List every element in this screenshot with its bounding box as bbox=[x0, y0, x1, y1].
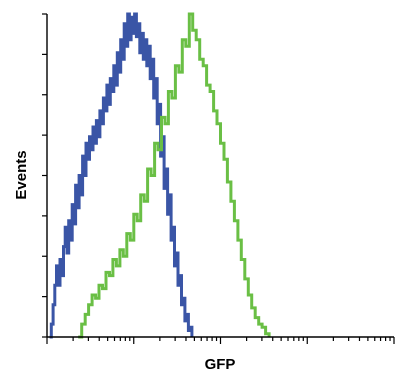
series-layer bbox=[49, 12, 271, 339]
x-axis-label: GFP bbox=[205, 356, 236, 373]
series-line-1 bbox=[49, 12, 194, 339]
y-axis-label: Events bbox=[13, 150, 30, 199]
series-line-2 bbox=[78, 12, 271, 339]
x-axis-ticks bbox=[46, 337, 395, 344]
y-axis-ticks bbox=[42, 13, 47, 338]
